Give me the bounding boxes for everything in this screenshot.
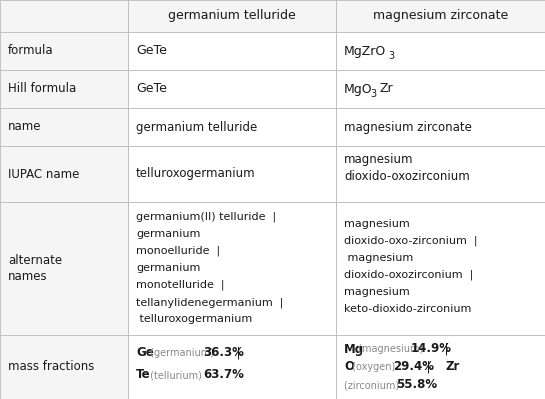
Text: telluroxogermanium: telluroxogermanium <box>136 168 256 180</box>
Bar <box>128 70 336 108</box>
Bar <box>128 32 336 70</box>
Bar <box>0 32 128 70</box>
Text: mass fractions: mass fractions <box>8 361 94 373</box>
Text: IUPAC name: IUPAC name <box>8 168 80 180</box>
Bar <box>0 0 128 32</box>
Text: GeTe: GeTe <box>136 83 167 95</box>
Bar <box>128 335 336 399</box>
Text: magnesium: magnesium <box>344 219 410 229</box>
Text: germanium telluride: germanium telluride <box>136 120 257 134</box>
Bar <box>336 32 545 70</box>
Text: formula: formula <box>8 45 53 57</box>
Text: germanium: germanium <box>136 263 201 273</box>
Text: germanium(II) telluride  |: germanium(II) telluride | <box>136 212 276 223</box>
Text: Hill formula: Hill formula <box>8 83 76 95</box>
Text: GeTe: GeTe <box>136 45 167 57</box>
Text: dioxido-oxo-zirconium  |: dioxido-oxo-zirconium | <box>344 236 477 247</box>
Text: 29.4%: 29.4% <box>392 361 434 373</box>
Bar <box>0 202 128 335</box>
Bar <box>336 202 545 335</box>
Text: monotelluride  |: monotelluride | <box>136 280 225 290</box>
Text: tellanylidenegermanium  |: tellanylidenegermanium | <box>136 297 283 308</box>
Bar <box>0 108 128 146</box>
Text: Te: Te <box>136 369 150 381</box>
Text: Ge: Ge <box>136 346 154 359</box>
Text: MgZrO: MgZrO <box>344 45 386 57</box>
Text: name: name <box>8 120 41 134</box>
Text: 36.3%: 36.3% <box>203 346 244 359</box>
Text: alternate
names: alternate names <box>8 255 62 282</box>
Text: keto-dioxido-zirconium: keto-dioxido-zirconium <box>344 304 471 314</box>
Text: Mg: Mg <box>344 342 364 356</box>
Bar <box>0 70 128 108</box>
Text: magnesium: magnesium <box>344 154 414 166</box>
Bar <box>128 146 336 202</box>
Bar <box>336 108 545 146</box>
Text: 3: 3 <box>388 51 394 61</box>
Bar <box>128 202 336 335</box>
Text: MgO: MgO <box>344 83 373 95</box>
Bar <box>336 0 545 32</box>
Text: telluroxogermanium: telluroxogermanium <box>136 314 252 324</box>
Text: 3: 3 <box>370 89 376 99</box>
Text: (oxygen): (oxygen) <box>349 362 398 372</box>
Text: |: | <box>437 342 449 356</box>
Text: dioxido-oxozirconium  |: dioxido-oxozirconium | <box>344 270 473 280</box>
Text: dioxido-oxozirconium: dioxido-oxozirconium <box>344 170 470 182</box>
Bar <box>128 0 336 32</box>
Text: magnesium: magnesium <box>344 253 413 263</box>
Text: germanium telluride: germanium telluride <box>168 10 296 22</box>
Text: (germanium): (germanium) <box>147 348 217 358</box>
Text: O: O <box>344 361 354 373</box>
Bar <box>0 335 128 399</box>
Text: germanium: germanium <box>136 229 201 239</box>
Text: |: | <box>229 346 241 359</box>
Bar <box>128 108 336 146</box>
Text: Zr: Zr <box>445 361 460 373</box>
Text: (magnesium): (magnesium) <box>355 344 426 354</box>
Text: (tellurium): (tellurium) <box>147 370 204 380</box>
Text: monoelluride  |: monoelluride | <box>136 246 220 257</box>
Bar <box>336 335 545 399</box>
Text: magnesium zirconate: magnesium zirconate <box>373 10 508 22</box>
Bar <box>336 70 545 108</box>
Text: 14.9%: 14.9% <box>411 342 452 356</box>
Bar <box>0 146 128 202</box>
Bar <box>336 146 545 202</box>
Text: 63.7%: 63.7% <box>203 369 244 381</box>
Text: (zirconium): (zirconium) <box>344 380 402 390</box>
Text: Zr: Zr <box>380 83 393 95</box>
Text: magnesium zirconate: magnesium zirconate <box>344 120 472 134</box>
Text: 55.8%: 55.8% <box>396 379 437 391</box>
Text: magnesium: magnesium <box>344 287 410 297</box>
Text: |: | <box>419 361 438 373</box>
